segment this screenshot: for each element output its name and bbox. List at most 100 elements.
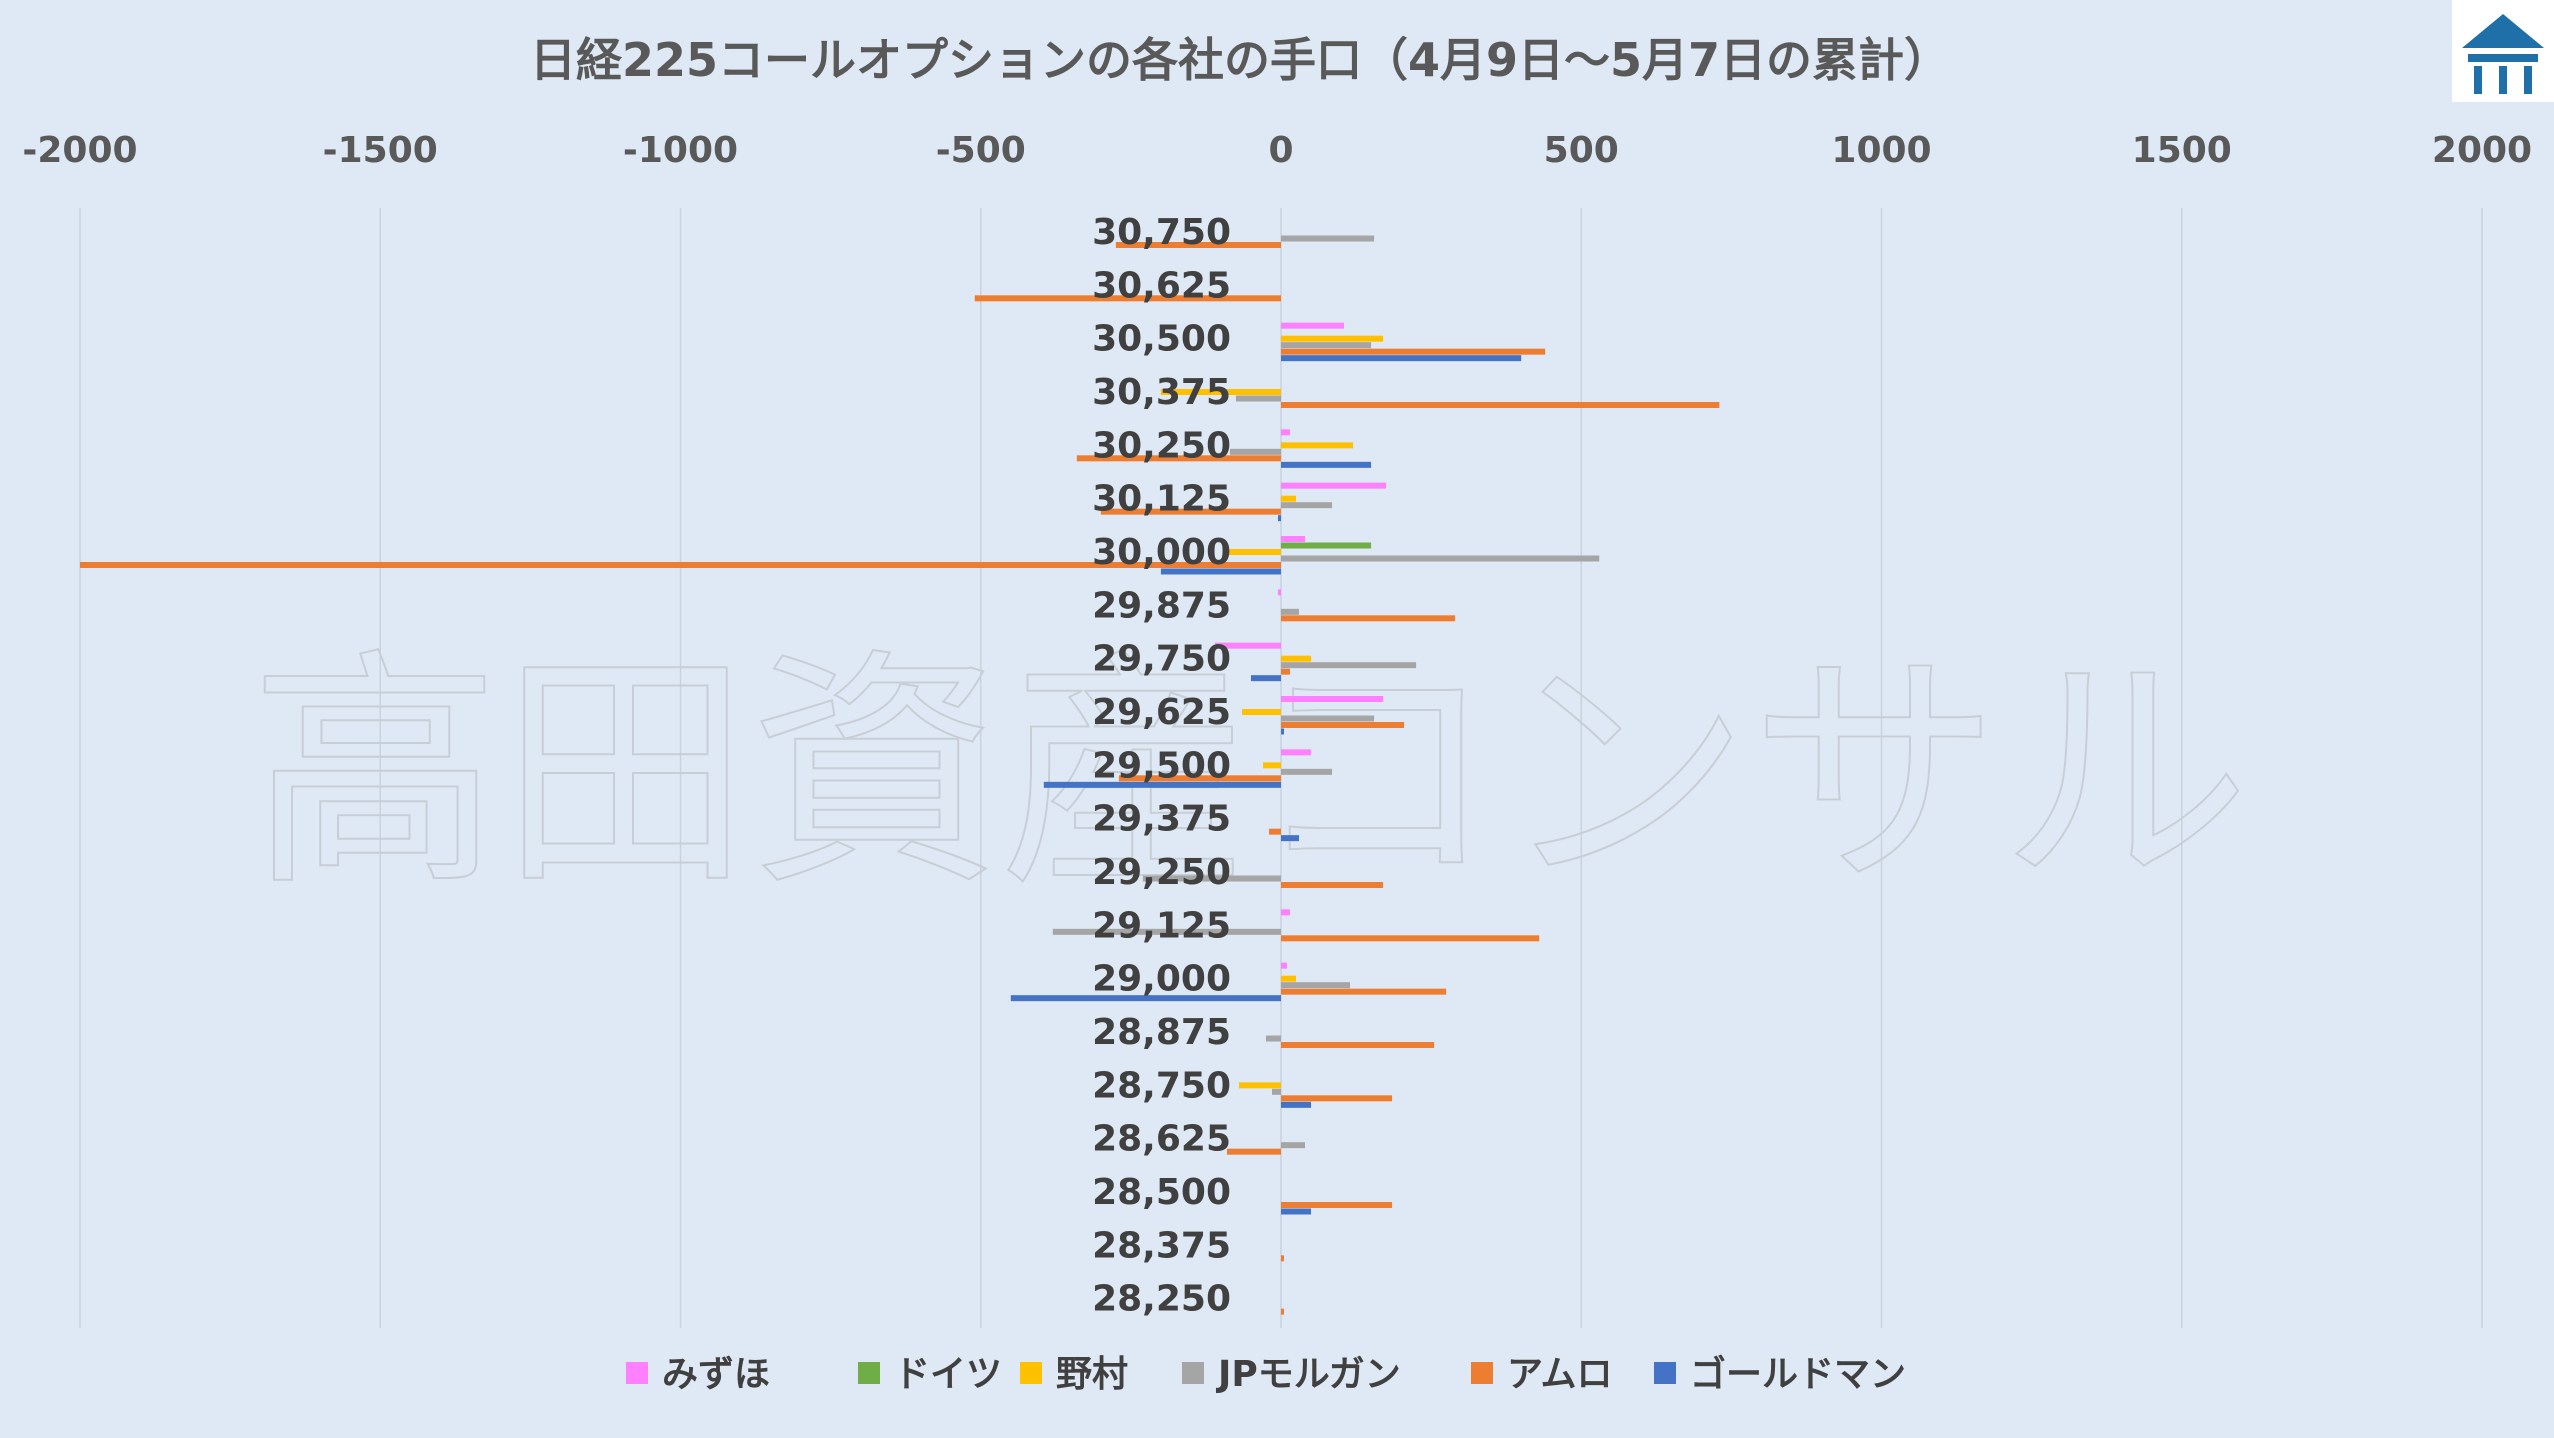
y-tick-label: 29,750 [1092, 639, 1231, 680]
y-tick-label: 29,625 [1092, 692, 1231, 733]
y-tick-label: 28,500 [1092, 1172, 1231, 1213]
legend-item: 野村 [1020, 1354, 1128, 1395]
bar [1281, 482, 1387, 489]
y-tick-label: 29,375 [1092, 799, 1231, 840]
x-tick-label: 0 [1268, 130, 1293, 171]
y-tick-label: 30,000 [1092, 532, 1231, 573]
legend-label: みずほ [662, 1354, 770, 1395]
bar [1238, 1082, 1281, 1089]
bar [1281, 461, 1372, 468]
legend-item: ゴールドマン [1654, 1353, 1906, 1395]
bar [1226, 549, 1281, 555]
bar [1229, 448, 1281, 455]
y-tick-label: 30,375 [1092, 372, 1231, 413]
legend-label: アムロ [1507, 1354, 1612, 1395]
bar [1281, 696, 1384, 702]
logo-pillar-icon [2499, 66, 2507, 94]
bar [1281, 322, 1345, 329]
bar [1265, 1035, 1281, 1042]
bar [1281, 882, 1384, 888]
bar [1281, 615, 1456, 622]
bar [1281, 342, 1372, 349]
legend-swatch [626, 1362, 648, 1384]
legend-swatch [1654, 1362, 1676, 1384]
y-tick-label: 29,875 [1092, 585, 1231, 626]
bar [1281, 982, 1351, 989]
bar [1142, 875, 1281, 882]
legend-label: ドイツ [894, 1354, 1002, 1395]
legend-swatch [1471, 1362, 1493, 1384]
bar [1277, 515, 1281, 522]
bar [1118, 775, 1281, 782]
bar [1281, 715, 1375, 722]
bar [1268, 828, 1281, 835]
logo-pillar-icon [2524, 66, 2532, 94]
x-tick-label: -1000 [623, 130, 738, 171]
legend-label: 野村 [1056, 1354, 1128, 1395]
bar [1281, 668, 1291, 675]
legend: みずほ ドイツ 野村 JPモルガン アムロ ゴールドマン [626, 1353, 1906, 1395]
bar [1043, 781, 1281, 788]
bar [80, 562, 1281, 568]
bar [1281, 835, 1300, 842]
logo-roof-icon [2462, 14, 2544, 48]
bar [1281, 1308, 1285, 1315]
bar [1281, 975, 1297, 982]
bar [1281, 749, 1312, 756]
bar [1262, 762, 1281, 769]
bar [1281, 536, 1306, 542]
bar [1281, 495, 1297, 502]
bar [1241, 709, 1281, 715]
bar [1281, 542, 1372, 549]
bar [1281, 1202, 1393, 1208]
bar [1160, 568, 1281, 575]
bar [1281, 429, 1291, 436]
bar [1226, 1148, 1281, 1155]
y-tick-label: 29,500 [1092, 745, 1231, 786]
y-tick-label: 28,875 [1092, 1012, 1231, 1053]
bar [1277, 589, 1281, 596]
y-tick-label: 29,000 [1092, 959, 1231, 1000]
bar [1052, 928, 1281, 935]
bar [1281, 962, 1288, 969]
bar [974, 295, 1281, 302]
bar [1281, 235, 1375, 242]
legend-item: みずほ [626, 1354, 770, 1395]
y-tick-label: 30,125 [1092, 479, 1231, 520]
x-tick-label: -500 [936, 130, 1026, 171]
bar [1271, 1088, 1281, 1095]
x-tick-label: 2000 [2432, 130, 2532, 171]
logo-pillar-icon [2474, 66, 2482, 94]
bar [1115, 242, 1281, 248]
bar [1281, 662, 1417, 669]
bar [1281, 768, 1333, 775]
bar [1076, 455, 1281, 462]
legend-item: ドイツ [858, 1354, 1002, 1395]
y-tick-label: 29,250 [1092, 852, 1231, 893]
y-tick-label: 30,750 [1092, 212, 1231, 253]
bar [1281, 935, 1540, 942]
y-tick-label: 30,250 [1092, 425, 1231, 466]
legend-swatch [1020, 1362, 1042, 1384]
bar [1235, 395, 1281, 402]
x-tick-label: 1000 [1831, 130, 1931, 171]
bar [1281, 502, 1333, 509]
y-tick-label: 28,750 [1092, 1065, 1231, 1106]
x-tick-label: 1500 [2132, 130, 2232, 171]
bar [1281, 608, 1300, 615]
y-tick-label: 28,375 [1092, 1225, 1231, 1266]
y-tick-label: 28,250 [1092, 1279, 1231, 1320]
y-tick-labels: 30,750 30,625 30,500 30,375 30,250 30,125 30,0… [1092, 212, 1231, 1320]
bar [1281, 722, 1405, 728]
legend-item: JPモルガン [1182, 1354, 1401, 1395]
y-tick-label: 30,625 [1092, 265, 1231, 306]
legend-label: JPモルガン [1215, 1354, 1401, 1395]
x-tick-label: -1500 [323, 130, 438, 171]
bar [1281, 1208, 1312, 1215]
bar [1281, 402, 1720, 408]
bar [1281, 555, 1600, 562]
bar [1214, 642, 1281, 649]
bar [1281, 1255, 1285, 1262]
